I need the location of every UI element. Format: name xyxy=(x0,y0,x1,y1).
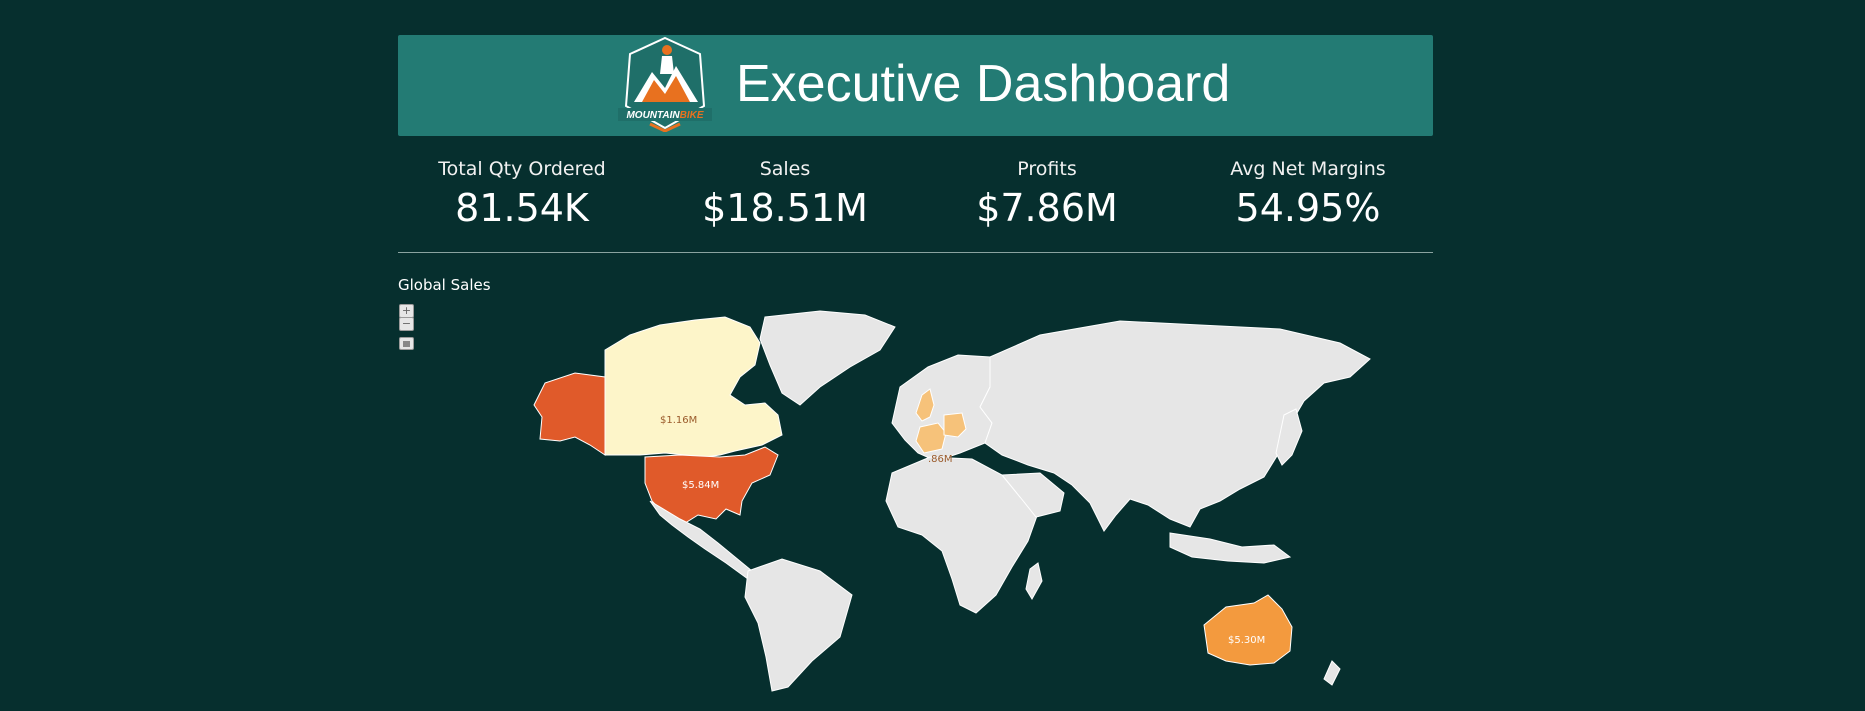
greenland[interactable] xyxy=(759,310,896,406)
mountain-bike-logo: MOUNTAINBIKE xyxy=(618,36,712,132)
south-america[interactable] xyxy=(744,558,853,692)
zoom-in-button[interactable]: + xyxy=(399,304,414,318)
map-label-australia: $5.30M xyxy=(1228,635,1265,646)
kpi-value: $18.51M xyxy=(702,186,868,230)
kpi-sales: Sales $18.51M xyxy=(655,156,915,232)
map-label-europe: .86M xyxy=(928,454,953,465)
kpi-avg-net-margins: Avg Net Margins 54.95% xyxy=(1178,156,1438,232)
world-map-svg: $1.16M $5.84M .86M $5.30M xyxy=(533,310,1371,692)
madagascar[interactable] xyxy=(1025,562,1043,600)
arabia[interactable] xyxy=(1000,472,1065,518)
canada[interactable] xyxy=(604,316,783,458)
kpi-label: Avg Net Margins xyxy=(1230,158,1386,180)
alaska[interactable] xyxy=(533,372,606,456)
africa[interactable] xyxy=(885,456,1039,614)
australia[interactable] xyxy=(1203,594,1293,666)
map-title: Global Sales xyxy=(398,276,491,294)
germany[interactable] xyxy=(943,412,967,438)
kpi-label: Profits xyxy=(1017,158,1077,180)
kpi-label: Total Qty Ordered xyxy=(438,158,606,180)
page-title: Executive Dashboard xyxy=(736,55,1231,113)
kpi-value: $7.86M xyxy=(976,186,1118,230)
kpi-value: 54.95% xyxy=(1235,186,1381,230)
indonesia[interactable] xyxy=(1169,532,1292,564)
kpi-profits: Profits $7.86M xyxy=(917,156,1177,232)
home-icon xyxy=(403,341,410,347)
map-label-canada: $1.16M xyxy=(660,415,697,426)
zoom-out-button[interactable]: − xyxy=(399,317,414,331)
asia[interactable] xyxy=(979,320,1371,532)
kpi-label: Sales xyxy=(759,158,811,180)
section-divider xyxy=(398,252,1433,253)
france[interactable] xyxy=(915,422,947,454)
reset-view-button[interactable] xyxy=(399,337,414,350)
kpi-value: 81.54K xyxy=(455,186,589,230)
header-banner xyxy=(398,35,1433,136)
world-map[interactable]: $1.16M $5.84M .86M $5.30M xyxy=(520,305,1390,695)
map-label-usa: $5.84M xyxy=(682,480,719,491)
japan[interactable] xyxy=(1275,408,1303,466)
svg-text:MOUNTAINBIKE: MOUNTAINBIKE xyxy=(626,110,703,121)
uk[interactable] xyxy=(915,388,935,422)
new-zealand[interactable] xyxy=(1323,660,1341,686)
kpi-total-qty: Total Qty Ordered 81.54K xyxy=(392,156,652,232)
